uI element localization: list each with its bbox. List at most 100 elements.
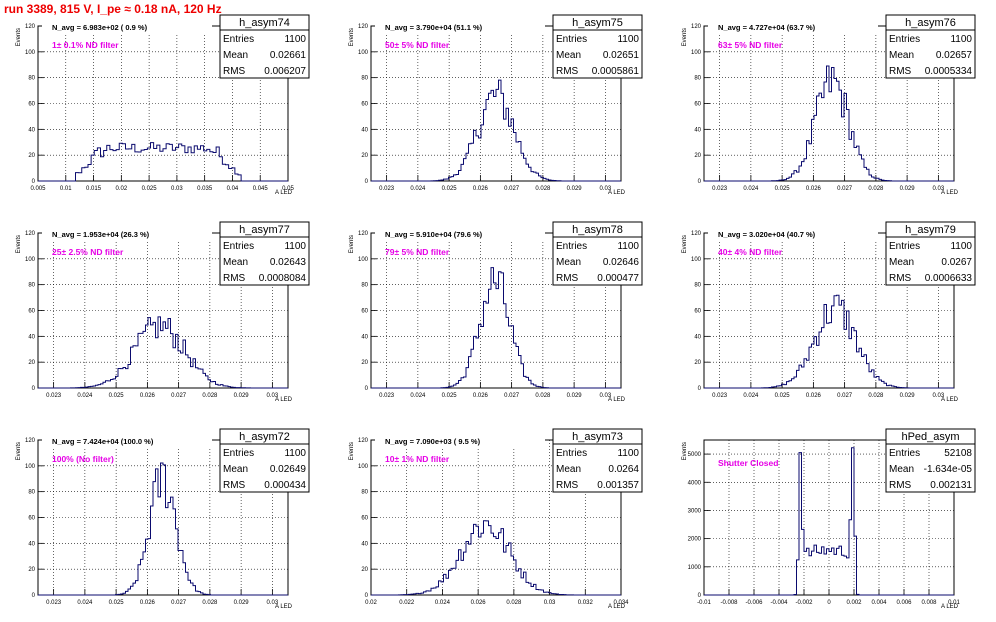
x-tick-label: 0.029	[900, 186, 916, 192]
stat-value: 0.02643	[270, 257, 307, 268]
stat-label: Entries	[223, 241, 254, 252]
stat-value: 0.000477	[597, 273, 639, 284]
y-axis-label: Events	[682, 235, 688, 253]
y-tick-label: 80	[361, 490, 368, 496]
stat-value: 0.006207	[264, 66, 306, 77]
navg-label: N_avg = 1.953e+04 (26.3 %)	[52, 230, 150, 239]
x-tick-label: 0.025	[142, 186, 158, 192]
navg-label: N_avg = 7.090e+03 ( 9.5 %)	[385, 437, 481, 446]
y-tick-label: 40	[361, 334, 368, 340]
histogram-line	[371, 267, 621, 389]
x-tick-label: 0.03	[171, 186, 183, 192]
y-tick-label: 0	[365, 179, 369, 185]
y-tick-label: 60	[694, 309, 701, 315]
y-tick-label: 40	[28, 541, 35, 547]
y-axis-label: Events	[16, 28, 22, 46]
y-tick-label: 100	[691, 257, 702, 263]
x-tick-label: 0.027	[504, 186, 520, 192]
x-axis-label: A LED	[941, 397, 959, 403]
x-tick-label: 0.028	[535, 186, 551, 192]
navg-box	[375, 229, 545, 240]
stat-label: RMS	[556, 66, 579, 77]
x-tick-label: -0.004	[770, 600, 788, 606]
y-tick-label: 1000	[688, 565, 702, 571]
histogram-name: h_asym78	[572, 224, 623, 236]
stat-label: Mean	[223, 257, 248, 268]
x-tick-label: 0.022	[399, 600, 415, 606]
histogram-line	[38, 462, 288, 596]
x-tick-label: 0.02	[115, 186, 127, 192]
histogram-panel-h_asym77: 0.023 0.024 0.025 0.026 0.027 0.028 0.029 0.03 0…	[16, 221, 310, 403]
stat-label: RMS	[223, 273, 246, 284]
x-tick-label: 0.002	[846, 600, 862, 606]
x-tick-label: 0.025	[775, 186, 791, 192]
y-axis-label: Events	[349, 235, 355, 253]
y-tick-label: 80	[694, 76, 701, 82]
filter-label: Shutter Closed	[718, 458, 778, 468]
y-axis-label: Events	[16, 442, 22, 460]
x-tick-label: 0.026	[140, 600, 156, 606]
x-tick-label: 0.01	[60, 186, 72, 192]
stat-value: 1100	[284, 241, 306, 252]
y-tick-label: 120	[691, 24, 702, 30]
navg-box	[708, 22, 878, 33]
y-tick-label: 100	[358, 50, 369, 56]
stat-label: Entries	[889, 448, 920, 459]
x-tick-label: 0.025	[775, 393, 791, 399]
histogram-line	[704, 65, 954, 182]
histogram-panel-hPed_asym: -0.01 -0.008 -0.006 -0.004 -0.002 0 0.002 0.004…	[682, 428, 976, 610]
histogram-panel-h_asym78: 0.023 0.024 0.025 0.026 0.027 0.028 0.029 0.03 0…	[349, 221, 643, 403]
y-tick-label: 120	[25, 438, 36, 444]
navg-label: N_avg = 3.790e+04 (51.1 %)	[385, 23, 483, 32]
x-tick-label: 0.025	[109, 393, 125, 399]
y-tick-label: 20	[28, 360, 35, 366]
stats-values-box	[219, 443, 310, 493]
y-tick-label: 120	[358, 438, 369, 444]
x-tick-label: 0.015	[86, 186, 102, 192]
y-tick-label: 80	[361, 283, 368, 289]
y-tick-label: 20	[694, 153, 701, 159]
histogram-panel-h_asym79: 0.023 0.024 0.025 0.026 0.027 0.028 0.029 0.03 0…	[682, 221, 976, 403]
y-tick-label: 0	[32, 386, 36, 392]
stat-value: 52108	[944, 448, 972, 459]
y-axis-label: Events	[682, 442, 688, 460]
x-tick-label: 0.028	[202, 393, 218, 399]
histogram-panel-h_asym76: 0.023 0.024 0.025 0.026 0.027 0.028 0.029 0.03 0…	[682, 14, 976, 196]
stat-label: Mean	[556, 464, 581, 475]
stat-value: 1100	[284, 448, 306, 459]
stat-label: Entries	[223, 34, 254, 45]
stats-box: hPed_asym Entries 52108 Mean -1.634e-05 RMS 0.…	[885, 428, 976, 493]
y-tick-label: 60	[28, 309, 35, 315]
stat-label: RMS	[223, 66, 246, 77]
x-tick-label: 0.028	[868, 186, 884, 192]
x-axis-label: A LED	[608, 190, 626, 196]
stat-value: 0.02661	[270, 50, 307, 61]
y-tick-label: 40	[28, 334, 35, 340]
x-tick-label: 0.026	[471, 600, 487, 606]
histogram-name: h_asym73	[572, 431, 623, 443]
stats-values-box	[552, 236, 643, 286]
histogram-panel-h_asym72: 0.023 0.024 0.025 0.026 0.027 0.028 0.029 0.03 0…	[16, 428, 310, 610]
x-axis-label: A LED	[275, 190, 293, 196]
x-tick-label: 0.029	[234, 600, 250, 606]
stat-value: 0.000434	[264, 480, 306, 491]
stat-label: RMS	[889, 273, 912, 284]
stats-values-box	[219, 236, 310, 286]
x-tick-label: -0.006	[745, 600, 763, 606]
x-tick-label: 0.04	[227, 186, 239, 192]
stat-value: 0.0264	[608, 464, 639, 475]
x-tick-label: 0.03	[933, 186, 945, 192]
x-axis-label: A LED	[608, 397, 626, 403]
stat-value: 1100	[950, 241, 972, 252]
y-tick-label: 100	[25, 464, 36, 470]
stat-value: 0.0005861	[592, 66, 640, 77]
stat-value: 0.02651	[603, 50, 640, 61]
filter-label: 25± 2.5% ND filter	[52, 247, 124, 257]
stat-label: Mean	[889, 464, 914, 475]
y-tick-label: 100	[25, 50, 36, 56]
y-tick-label: 120	[358, 24, 369, 30]
x-tick-label: 0.03	[267, 600, 279, 606]
x-tick-label: 0.029	[234, 393, 250, 399]
y-tick-label: 0	[698, 386, 702, 392]
y-tick-label: 0	[698, 593, 702, 599]
